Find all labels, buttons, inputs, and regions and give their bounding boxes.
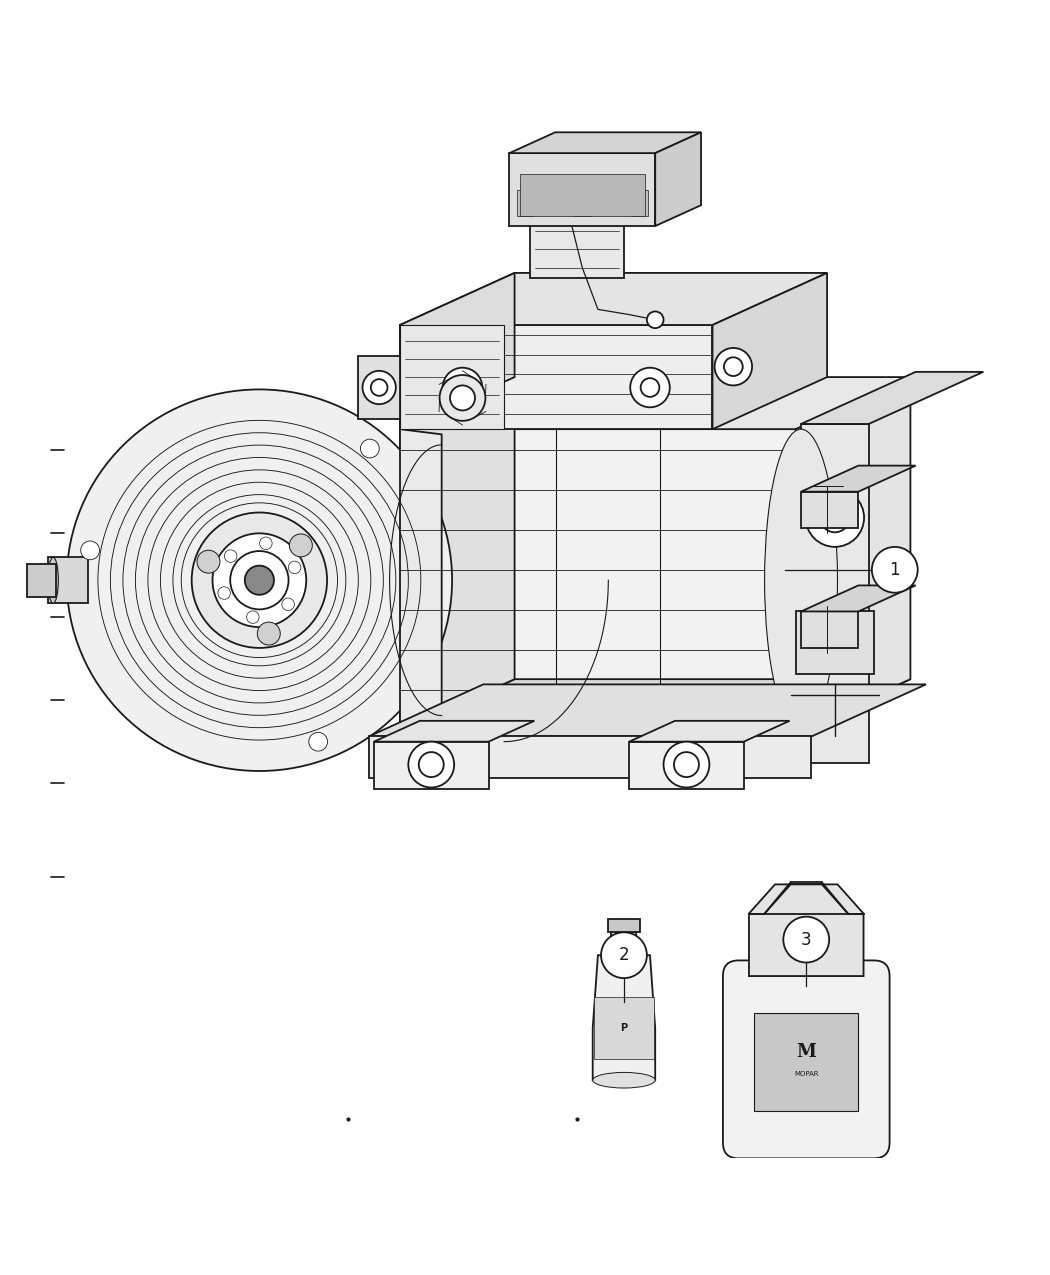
Circle shape	[247, 611, 259, 623]
Circle shape	[225, 550, 237, 562]
Polygon shape	[509, 133, 701, 153]
Text: 3: 3	[801, 931, 812, 949]
Circle shape	[230, 551, 289, 609]
Bar	[631, 190, 648, 215]
Polygon shape	[796, 612, 874, 674]
Text: MOPAR: MOPAR	[794, 1071, 819, 1077]
Circle shape	[715, 348, 752, 385]
Circle shape	[440, 375, 485, 421]
Polygon shape	[400, 377, 514, 732]
Bar	[788, 914, 825, 935]
Circle shape	[259, 537, 272, 550]
Polygon shape	[374, 720, 534, 742]
Circle shape	[81, 541, 100, 560]
Polygon shape	[369, 685, 926, 737]
Circle shape	[820, 504, 849, 532]
Polygon shape	[400, 273, 827, 325]
Circle shape	[245, 566, 274, 595]
Polygon shape	[749, 935, 863, 977]
Polygon shape	[48, 557, 87, 603]
Polygon shape	[374, 742, 488, 788]
Circle shape	[371, 379, 387, 395]
Polygon shape	[358, 356, 400, 418]
Bar	[520, 173, 645, 215]
Circle shape	[640, 379, 659, 397]
Circle shape	[408, 742, 455, 788]
Polygon shape	[400, 273, 514, 430]
Bar	[574, 190, 590, 215]
Polygon shape	[801, 372, 984, 425]
FancyBboxPatch shape	[722, 960, 889, 1158]
Bar	[754, 1012, 858, 1112]
Polygon shape	[801, 612, 858, 648]
Bar	[608, 919, 639, 932]
Polygon shape	[369, 737, 812, 778]
Circle shape	[454, 379, 471, 397]
Circle shape	[674, 752, 699, 776]
Text: P: P	[621, 1023, 628, 1033]
Polygon shape	[713, 273, 827, 430]
Polygon shape	[629, 742, 743, 788]
Polygon shape	[801, 585, 916, 612]
Polygon shape	[27, 564, 57, 597]
Ellipse shape	[764, 430, 838, 732]
Circle shape	[647, 311, 664, 328]
Circle shape	[419, 752, 444, 776]
Circle shape	[197, 551, 219, 574]
Circle shape	[723, 357, 742, 376]
Polygon shape	[796, 377, 910, 732]
Circle shape	[257, 622, 280, 645]
Circle shape	[218, 586, 230, 599]
Circle shape	[601, 932, 647, 978]
Text: 2: 2	[618, 946, 629, 964]
Polygon shape	[749, 885, 863, 977]
Polygon shape	[655, 133, 701, 226]
Circle shape	[805, 488, 864, 547]
Polygon shape	[593, 997, 654, 1060]
Polygon shape	[400, 430, 796, 732]
Circle shape	[443, 367, 482, 407]
Circle shape	[664, 742, 710, 788]
Polygon shape	[400, 377, 910, 430]
Polygon shape	[801, 425, 868, 762]
Polygon shape	[400, 325, 504, 430]
Circle shape	[309, 732, 328, 751]
Circle shape	[872, 547, 918, 593]
Ellipse shape	[592, 1072, 655, 1088]
Circle shape	[362, 371, 396, 404]
Bar	[517, 190, 533, 215]
Polygon shape	[400, 430, 442, 732]
Circle shape	[289, 561, 301, 574]
Circle shape	[212, 533, 307, 627]
Circle shape	[783, 917, 830, 963]
Polygon shape	[530, 195, 681, 221]
Circle shape	[290, 534, 312, 557]
Ellipse shape	[48, 557, 59, 603]
Polygon shape	[801, 465, 916, 492]
Polygon shape	[530, 221, 624, 278]
Text: M: M	[796, 1043, 816, 1061]
Circle shape	[450, 385, 475, 411]
Polygon shape	[400, 680, 910, 732]
Text: 1: 1	[889, 561, 900, 579]
Circle shape	[360, 439, 379, 458]
Bar	[611, 932, 636, 955]
Polygon shape	[400, 325, 713, 430]
Polygon shape	[592, 955, 655, 1080]
Circle shape	[281, 598, 294, 611]
Circle shape	[630, 367, 670, 407]
Circle shape	[192, 513, 328, 648]
Polygon shape	[509, 153, 655, 226]
Polygon shape	[801, 492, 858, 528]
Polygon shape	[629, 720, 790, 742]
Ellipse shape	[66, 389, 453, 771]
